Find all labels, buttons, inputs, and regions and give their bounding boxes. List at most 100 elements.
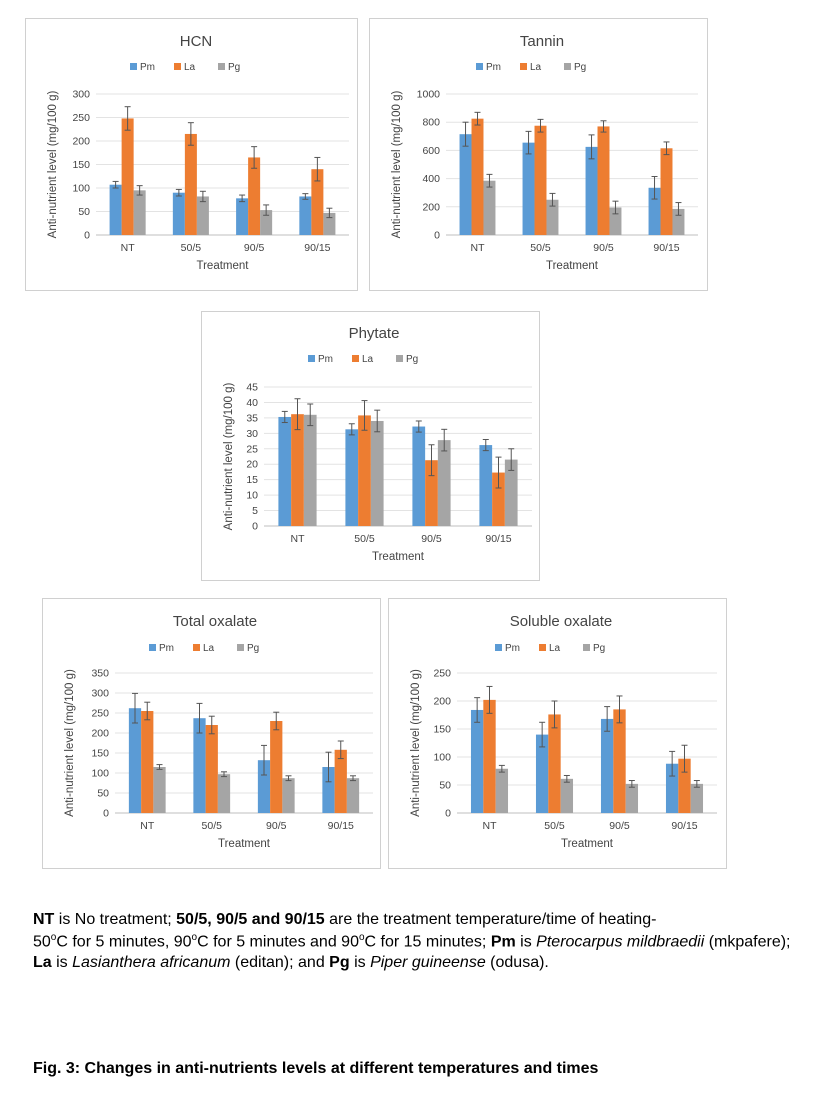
soluble-oxalate-x-tick-label: 90/15 [671,820,697,832]
hcn-bar-la-90-15 [311,169,324,235]
phytate-y-tick-label: 35 [246,412,258,424]
caption-degree-2: o [191,931,198,943]
tannin-bar-pg-nt [483,180,496,235]
tannin-legend-label-pm: Pm [486,62,501,73]
hcn-bar-pg-90-15 [323,212,336,235]
soluble-oxalate-x-axis-label: Treatment [561,838,614,850]
soluble-oxalate-title: Soluble oxalate [510,613,613,630]
hcn-y-tick-label: 100 [72,183,90,195]
soluble-oxalate-y-tick-label: 250 [433,668,451,680]
tannin-bar-pg-90-15 [672,208,685,235]
tannin-y-tick-label: 800 [422,117,440,129]
soluble-oxalate-bar-la-50-5 [548,714,561,813]
total-oxalate-bar-pg-90-15 [346,778,360,813]
phytate-y-tick-label: 5 [252,505,258,517]
tannin-title: Tannin [520,33,564,50]
total-oxalate-chart: Total oxalate Pm La Pg 0 50 100 150 200 250 300 350… [64,613,373,850]
soluble-oxalate-y-tick-label: 100 [433,752,451,764]
tannin-chart: Tannin Pm La Pg 0 200 400 600 800 1000 NT 50/5 90/5 9… [391,33,698,272]
caption-temp-d: C for 15 minutes; [364,933,491,951]
hcn-x-tick-label: 50/5 [181,242,202,254]
total-oxalate-y-tick-label: 0 [103,808,109,820]
total-oxalate-bar-la-90-15 [334,749,347,813]
caption-la-name: Lasianthera africanum [72,953,231,971]
soluble-oxalate-bar-pm-90-5 [600,718,614,813]
hcn-bar-pm-50-5 [172,192,185,235]
hcn-legend-label-pg: Pg [228,62,240,73]
phytate-legend-label-pg: Pg [406,354,418,365]
phytate-bar-pm-90-5 [412,426,426,526]
phytate-legend-swatch-pg [396,355,403,362]
total-oxalate-legend-swatch-la [193,644,200,651]
phytate-bar-la-90-5 [425,460,438,526]
soluble-oxalate-x-tick-label: 50/5 [544,820,565,832]
total-oxalate-bar-pg-90-5 [282,778,295,813]
tannin-bar-la-90-5 [597,126,610,235]
caption-degree-1: o [50,931,57,943]
phytate-y-tick-label: 25 [246,443,258,455]
caption-la-is: is [51,953,73,971]
soluble-oxalate-legend-label-pm: Pm [505,643,520,654]
hcn-x-tick-label: 90/5 [244,242,265,254]
hcn-chart-panel: HCN Pm La Pg 0 50 100 150 200 250 300 NT 50/5 90/5 90/… [25,18,358,291]
hcn-legend-label-pm: Pm [140,62,155,73]
total-oxalate-y-tick-label: 300 [91,688,109,700]
soluble-oxalate-bar-pg-90-15 [690,783,704,813]
hcn-legend-swatch-pm [130,63,137,70]
hcn-y-axis-label: Anti-nutrient level (mg/100 g) [47,91,59,239]
caption-pg-is: is [349,953,371,971]
phytate-legend-swatch-pm [308,355,315,362]
phytate-chart: Phytate Pm La Pg 0 5 10 15 20 25 30 35 40 45 NT 50/5 90/… [223,325,532,563]
phytate-bar-pg-90-15 [504,459,518,526]
tannin-legend-label-la: La [530,62,542,73]
phytate-bar-pm-nt [278,416,292,526]
caption-pm-is: is [515,933,537,951]
soluble-oxalate-legend-swatch-pg [583,644,590,651]
phytate-y-tick-label: 40 [246,397,258,409]
soluble-oxalate-legend-swatch-pm [495,644,502,651]
caption-pm-local: (mkpafere); [704,933,791,951]
tannin-x-tick-label: 50/5 [530,242,551,254]
hcn-y-tick-label: 50 [78,206,90,218]
total-oxalate-y-axis-label: Anti-nutrient level (mg/100 g) [64,669,76,817]
total-oxalate-bar-pm-nt [128,708,142,813]
soluble-oxalate-chart: Soluble oxalate Pm La Pg 0 50 100 150 200 250 NT 50… [410,613,717,850]
tannin-legend-label-pg: Pg [574,62,586,73]
soluble-oxalate-x-tick-label: 90/5 [609,820,630,832]
total-oxalate-bar-pm-50-5 [193,718,206,813]
soluble-oxalate-chart-panel: Soluble oxalate Pm La Pg 0 50 100 150 200 250 NT 50… [388,598,727,869]
hcn-y-tick-label: 150 [72,159,90,171]
tannin-legend-swatch-pg [564,63,571,70]
phytate-y-axis-label: Anti-nutrient level (mg/100 g) [223,383,235,531]
soluble-oxalate-bar-la-90-5 [613,709,626,813]
phytate-x-tick-label: 90/15 [485,533,511,545]
phytate-title: Phytate [349,325,400,342]
soluble-oxalate-bar-la-90-15 [678,758,691,813]
phytate-x-tick-label: NT [291,533,306,545]
hcn-chart: HCN Pm La Pg 0 50 100 150 200 250 300 NT 50/5 90/5 90/… [47,33,349,272]
hcn-x-axis-label: Treatment [197,260,250,272]
total-oxalate-legend-swatch-pm [149,644,156,651]
total-oxalate-bar-la-50-5 [205,725,218,813]
tannin-x-tick-label: NT [471,242,486,254]
total-oxalate-x-tick-label: 90/15 [328,820,354,832]
soluble-oxalate-bar-pm-50-5 [535,734,549,813]
phytate-chart-panel: Phytate Pm La Pg 0 5 10 15 20 25 30 35 40 45 NT 50/5 90/… [201,311,540,581]
tannin-y-axis-label: Anti-nutrient level (mg/100 g) [391,91,403,239]
soluble-oxalate-bar-pm-90-15 [665,763,679,813]
tannin-legend-swatch-la [520,63,527,70]
caption-degree-3: o [358,931,365,943]
soluble-oxalate-x-tick-label: NT [483,820,498,832]
hcn-bar-la-50-5 [184,133,197,235]
caption-pm-name: Pterocarpus mildbraedii [536,933,705,951]
phytate-x-tick-label: 90/5 [421,533,442,545]
total-oxalate-bar-pg-nt [153,767,166,813]
total-oxalate-x-tick-label: NT [140,820,155,832]
hcn-bar-pg-90-5 [260,210,273,235]
soluble-oxalate-bar-pg-nt [495,768,509,813]
phytate-x-tick-label: 50/5 [354,533,375,545]
caption-temp-b: C for 5 minutes, 90 [56,933,192,951]
soluble-oxalate-y-tick-label: 150 [433,724,451,736]
phytate-y-tick-label: 45 [246,382,258,394]
tannin-chart-panel: Tannin Pm La Pg 0 200 400 600 800 1000 NT 50/5 90/5 9… [369,18,708,291]
